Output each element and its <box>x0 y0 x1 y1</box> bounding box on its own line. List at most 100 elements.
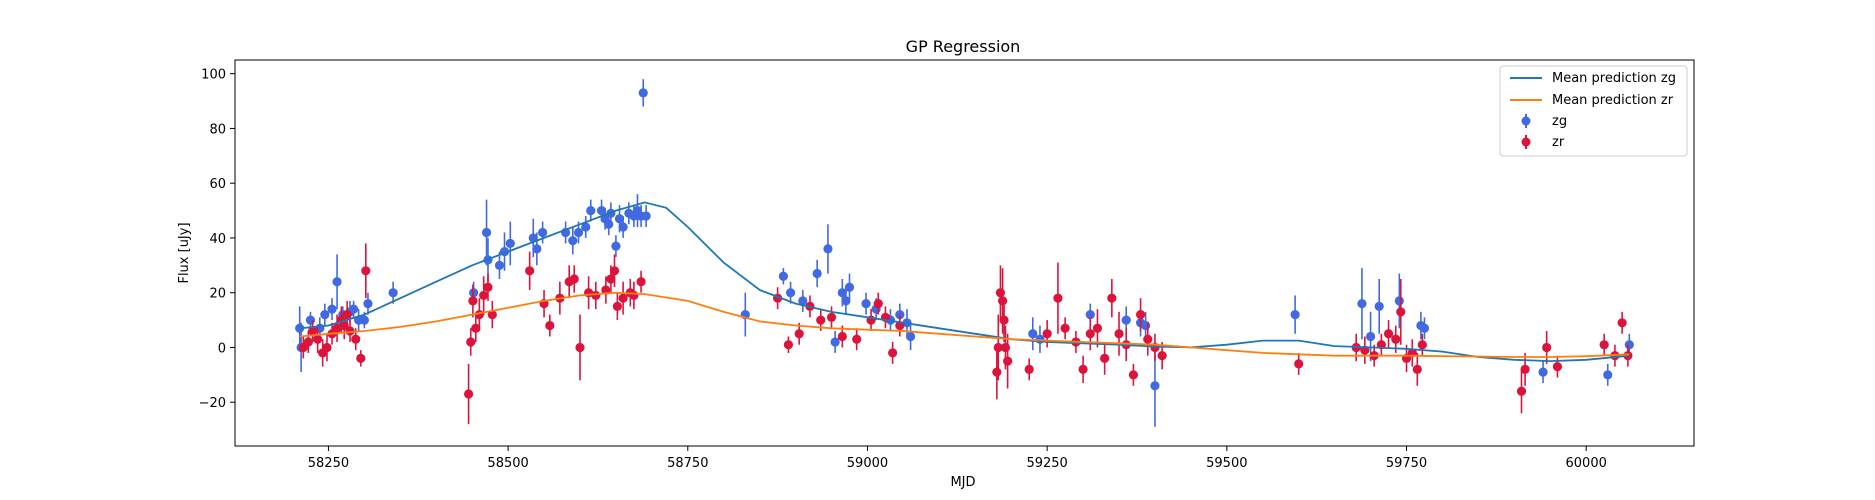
data-point-zg <box>785 288 796 298</box>
data-point-zr <box>636 277 646 287</box>
data-point-zr <box>1078 364 1088 374</box>
data-point-zr <box>601 285 611 295</box>
data-point-zr <box>1391 334 1401 344</box>
y-axis: −20 0 20 40 60 80 100 <box>199 68 235 411</box>
data-point-zr <box>1085 329 1095 339</box>
mean-line-zg <box>299 201 1630 363</box>
data-point-zr <box>1617 318 1627 328</box>
data-point-zr <box>992 367 1002 377</box>
data-point-zg <box>388 288 398 298</box>
data-point-zg <box>1028 329 1038 339</box>
data-point-zg <box>1365 331 1376 342</box>
data-point-zg <box>638 88 648 98</box>
mean-line-zr <box>299 291 1630 358</box>
data-point-zr <box>1135 309 1146 320</box>
data-point-zr <box>1383 329 1394 339</box>
x-tick-label: 59000 <box>847 456 888 471</box>
data-point-zr <box>888 348 898 358</box>
data-point-zr <box>612 301 622 311</box>
data-point-zr <box>1024 364 1034 374</box>
legend-swatch-zr-point <box>1521 137 1531 147</box>
data-point-zr <box>591 290 601 301</box>
data-point-zr <box>1053 293 1063 303</box>
data-point-zr <box>1417 340 1427 350</box>
x-tick-label: 60000 <box>1566 456 1607 471</box>
data-point-zg <box>1419 323 1430 333</box>
data-point-zr <box>783 340 794 350</box>
data-point-zg <box>1290 309 1300 320</box>
data-point-zr <box>794 329 804 339</box>
data-point-zr <box>1516 386 1527 396</box>
data-point-zg <box>1085 309 1095 320</box>
data-point-zr <box>999 315 1009 325</box>
data-point-zr <box>837 331 847 342</box>
data-point-zr <box>361 266 371 276</box>
data-point-zg <box>837 288 847 298</box>
data-point-zr <box>1143 334 1153 344</box>
data-point-zr <box>345 326 355 336</box>
data-point-zg <box>348 304 359 314</box>
data-point-zg <box>532 244 542 254</box>
y-tick-label: 80 <box>209 122 226 137</box>
data-point-zr <box>1520 364 1530 374</box>
chart-title: GP Regression <box>906 37 1021 56</box>
data-point-zr <box>873 299 883 309</box>
data-point-zr <box>313 334 323 344</box>
data-point-zg <box>830 337 840 347</box>
data-point-zg <box>305 315 316 325</box>
data-point-zg <box>823 244 833 254</box>
x-tick-label: 58250 <box>308 456 349 471</box>
data-point-zg <box>596 205 607 216</box>
data-point-zg <box>327 304 337 314</box>
data-point-zr <box>1552 362 1563 372</box>
data-point-zr <box>1542 342 1552 353</box>
x-tick-label: 59500 <box>1206 456 1247 471</box>
data-point-zg <box>1357 299 1367 309</box>
data-point-zr <box>479 290 489 301</box>
legend-label-zr-line: Mean prediction zr <box>1552 93 1674 108</box>
data-point-zr <box>618 293 628 303</box>
legend-box <box>1499 65 1688 157</box>
legend: Mean prediction zg Mean prediction zr zg… <box>1499 65 1688 157</box>
data-point-zr <box>1003 356 1013 366</box>
data-point-zr <box>1412 364 1422 374</box>
legend-label-zr: zr <box>1552 135 1565 150</box>
plot-frame <box>234 59 1695 447</box>
data-point-zg <box>1603 370 1613 380</box>
x-tick-label: 58500 <box>487 456 528 471</box>
y-tick-label: 20 <box>209 287 226 302</box>
data-point-zr <box>1000 342 1011 353</box>
data-point-zg <box>1538 367 1548 377</box>
x-tick-label: 59750 <box>1386 456 1427 471</box>
data-point-zr <box>1100 353 1110 363</box>
data-point-zr <box>342 309 352 320</box>
legend-swatch-zg-point <box>1521 116 1531 126</box>
data-point-zr <box>463 389 474 399</box>
data-point-zg <box>505 238 515 249</box>
data-point-zr <box>606 274 616 284</box>
data-point-zg <box>1394 296 1404 306</box>
x-axis: 58250 58500 58750 59000 59250 59500 59750 60000 <box>308 446 1607 471</box>
data-point-zg <box>604 219 614 229</box>
data-point-zr <box>1157 351 1167 361</box>
series-zg <box>295 79 1634 427</box>
data-point-zg <box>568 236 578 246</box>
data-point-zr <box>525 266 535 276</box>
data-point-zr <box>1114 329 1124 339</box>
data-point-zr <box>1042 329 1052 339</box>
data-point-zr <box>468 296 478 306</box>
data-point-zg <box>332 277 342 287</box>
data-point-zr <box>308 326 318 336</box>
data-point-zr <box>1294 359 1304 369</box>
data-point-zr <box>629 290 639 301</box>
data-point-zr <box>993 342 1003 353</box>
data-point-zg <box>618 222 628 232</box>
y-tick-label: 0 <box>218 341 226 356</box>
data-point-zg <box>494 260 505 270</box>
x-axis-label: MJD <box>950 475 975 490</box>
data-point-zr <box>466 337 476 347</box>
data-point-zr <box>487 309 497 320</box>
data-point-zg <box>778 271 788 281</box>
data-point-zg <box>538 227 548 238</box>
